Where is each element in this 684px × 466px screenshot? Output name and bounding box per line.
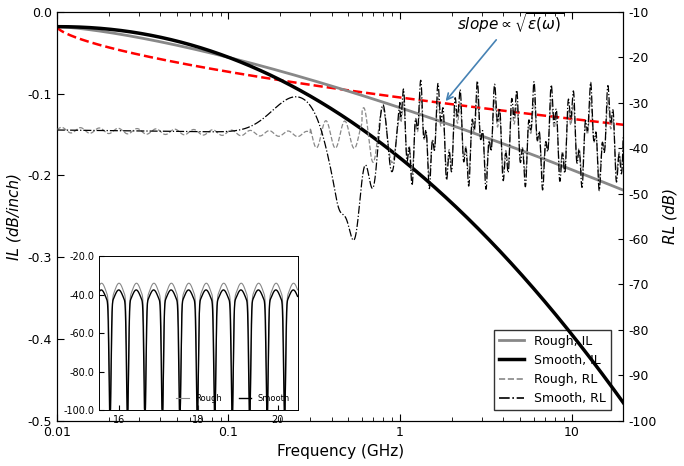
Y-axis label: IL (dB/inch): IL (dB/inch) (7, 173, 22, 260)
Legend: Rough, Smooth: Rough, Smooth (172, 390, 293, 406)
Text: $slope \propto \sqrt{\varepsilon(\omega)}$: $slope \propto \sqrt{\varepsilon(\omega)… (447, 11, 564, 100)
X-axis label: Frequency (GHz): Frequency (GHz) (276, 444, 404, 459)
Legend: Rough, IL, Smooth, IL, Rough, RL, Smooth, RL: Rough, IL, Smooth, IL, Rough, RL, Smooth… (495, 329, 611, 410)
Y-axis label: RL (dB): RL (dB) (662, 188, 677, 244)
